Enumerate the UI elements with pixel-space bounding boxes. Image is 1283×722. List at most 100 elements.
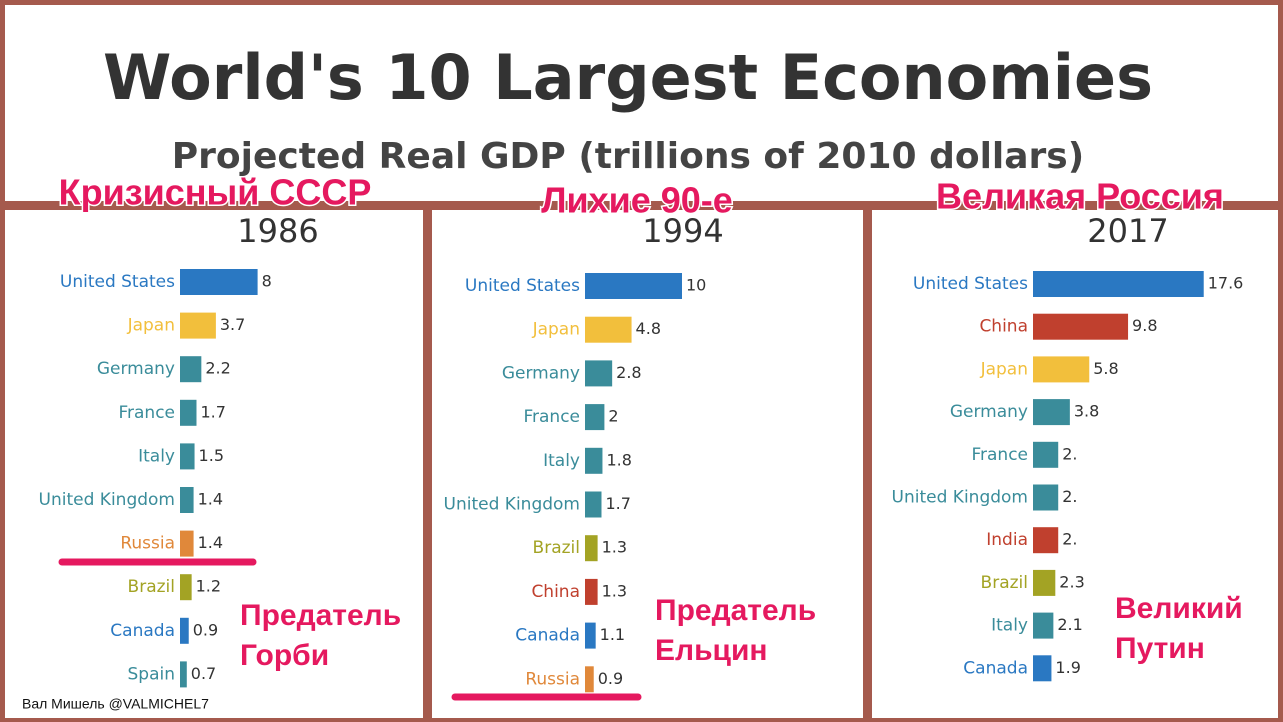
value-label: 0.9 [193,620,218,639]
annotation: Лихие 90-е [541,180,733,221]
value-label: 4.8 [636,319,661,338]
category-label: Spain [128,664,176,684]
value-label: 3.8 [1074,402,1099,421]
value-label: 1.5 [199,446,224,465]
chart-title: 1986 [237,212,318,250]
bar [180,661,187,688]
annotation: Горби [240,639,329,672]
category-label: Brazil [128,577,175,597]
bar [585,578,598,605]
bar [180,530,194,557]
category-label: United States [465,276,580,296]
bar [180,443,195,470]
category-label: Canada [515,626,580,646]
bar [1033,313,1129,340]
bar [1033,569,1056,596]
value-label: 8 [262,272,272,291]
annotation: Кризисный СССР [59,172,372,213]
value-label: 2.8 [616,363,641,382]
annotation: Путин [1115,632,1205,665]
category-label: United Kingdom [39,490,175,510]
bar [1033,399,1070,426]
page-subtitle: Projected Real GDP (trillions of 2010 do… [172,136,1084,177]
bar [1033,441,1059,468]
bar [585,273,682,299]
bar [180,399,197,426]
bar [585,447,603,474]
category-label: United Kingdom [444,495,580,515]
bar [1033,484,1059,511]
value-label: 5.8 [1093,359,1118,378]
category-label: Japan [980,359,1028,379]
annotation: Великий [1115,592,1243,625]
category-label: Italy [138,446,175,466]
bar [585,666,594,693]
header-panel [5,5,1278,201]
bar [180,356,202,383]
value-label: 1.4 [198,490,223,509]
credit: Вал Мишель @VALMICHEL7 [22,696,209,712]
value-label: 1.4 [198,533,223,552]
category-label: Canada [110,621,175,641]
bar [585,491,602,518]
category-label: Canada [963,658,1028,678]
value-label: 1.2 [196,577,221,596]
value-label: 10 [686,276,706,295]
value-label: 2.3 [1059,572,1084,591]
bar [1033,527,1059,554]
bar [585,404,605,431]
category-label: Germany [97,359,175,379]
bar [180,574,192,601]
chart-title: 2017 [1087,212,1168,250]
category-label: Italy [991,616,1028,636]
bar [180,312,216,339]
category-label: Brazil [981,573,1028,593]
category-label: China [979,317,1028,337]
value-label: 17.6 [1208,274,1244,293]
chart-title: 1994 [642,212,723,250]
value-label: 1.7 [200,402,225,421]
annotation: Предатель [655,594,816,627]
bar [585,535,598,562]
category-label: United States [913,274,1028,294]
value-label: 1.1 [600,625,625,644]
value-label: 9.8 [1132,316,1157,335]
category-label: China [531,582,580,602]
annotation: Предатель [240,599,401,632]
bar [1033,612,1054,639]
category-label: Japan [127,316,175,336]
value-label: 2.1 [1057,615,1082,634]
value-label: 2 [608,407,618,426]
bar [1033,356,1090,383]
value-label: 0.9 [598,669,623,688]
bar [180,617,189,644]
category-label: United States [60,272,175,292]
value-label: 1.8 [606,450,631,469]
value-label: 1.3 [602,581,627,600]
bar [585,360,613,387]
value-label: 1.7 [605,494,630,513]
category-label: Italy [543,451,580,471]
category-label: India [986,530,1028,550]
category-label: Russia [120,534,175,554]
bar [180,269,258,295]
annotation: Ельцин [655,634,768,667]
bar [585,622,596,649]
value-label: 2.2 [205,359,230,378]
category-label: France [118,403,175,423]
value-label: 3.7 [220,315,245,334]
bar [1033,655,1052,682]
category-label: France [971,445,1028,465]
annotation: Великая Россия [936,176,1224,217]
category-label: Brazil [533,538,580,558]
category-label: Russia [525,669,580,689]
category-label: Germany [502,363,580,383]
page-title: World's 10 Largest Economies [103,41,1153,114]
value-label: 0.7 [191,664,216,683]
value-label: 1.3 [602,538,627,557]
bar [1033,271,1204,297]
category-label: Germany [950,402,1028,422]
value-label: 2. [1062,530,1077,549]
value-label: 2. [1062,487,1077,506]
